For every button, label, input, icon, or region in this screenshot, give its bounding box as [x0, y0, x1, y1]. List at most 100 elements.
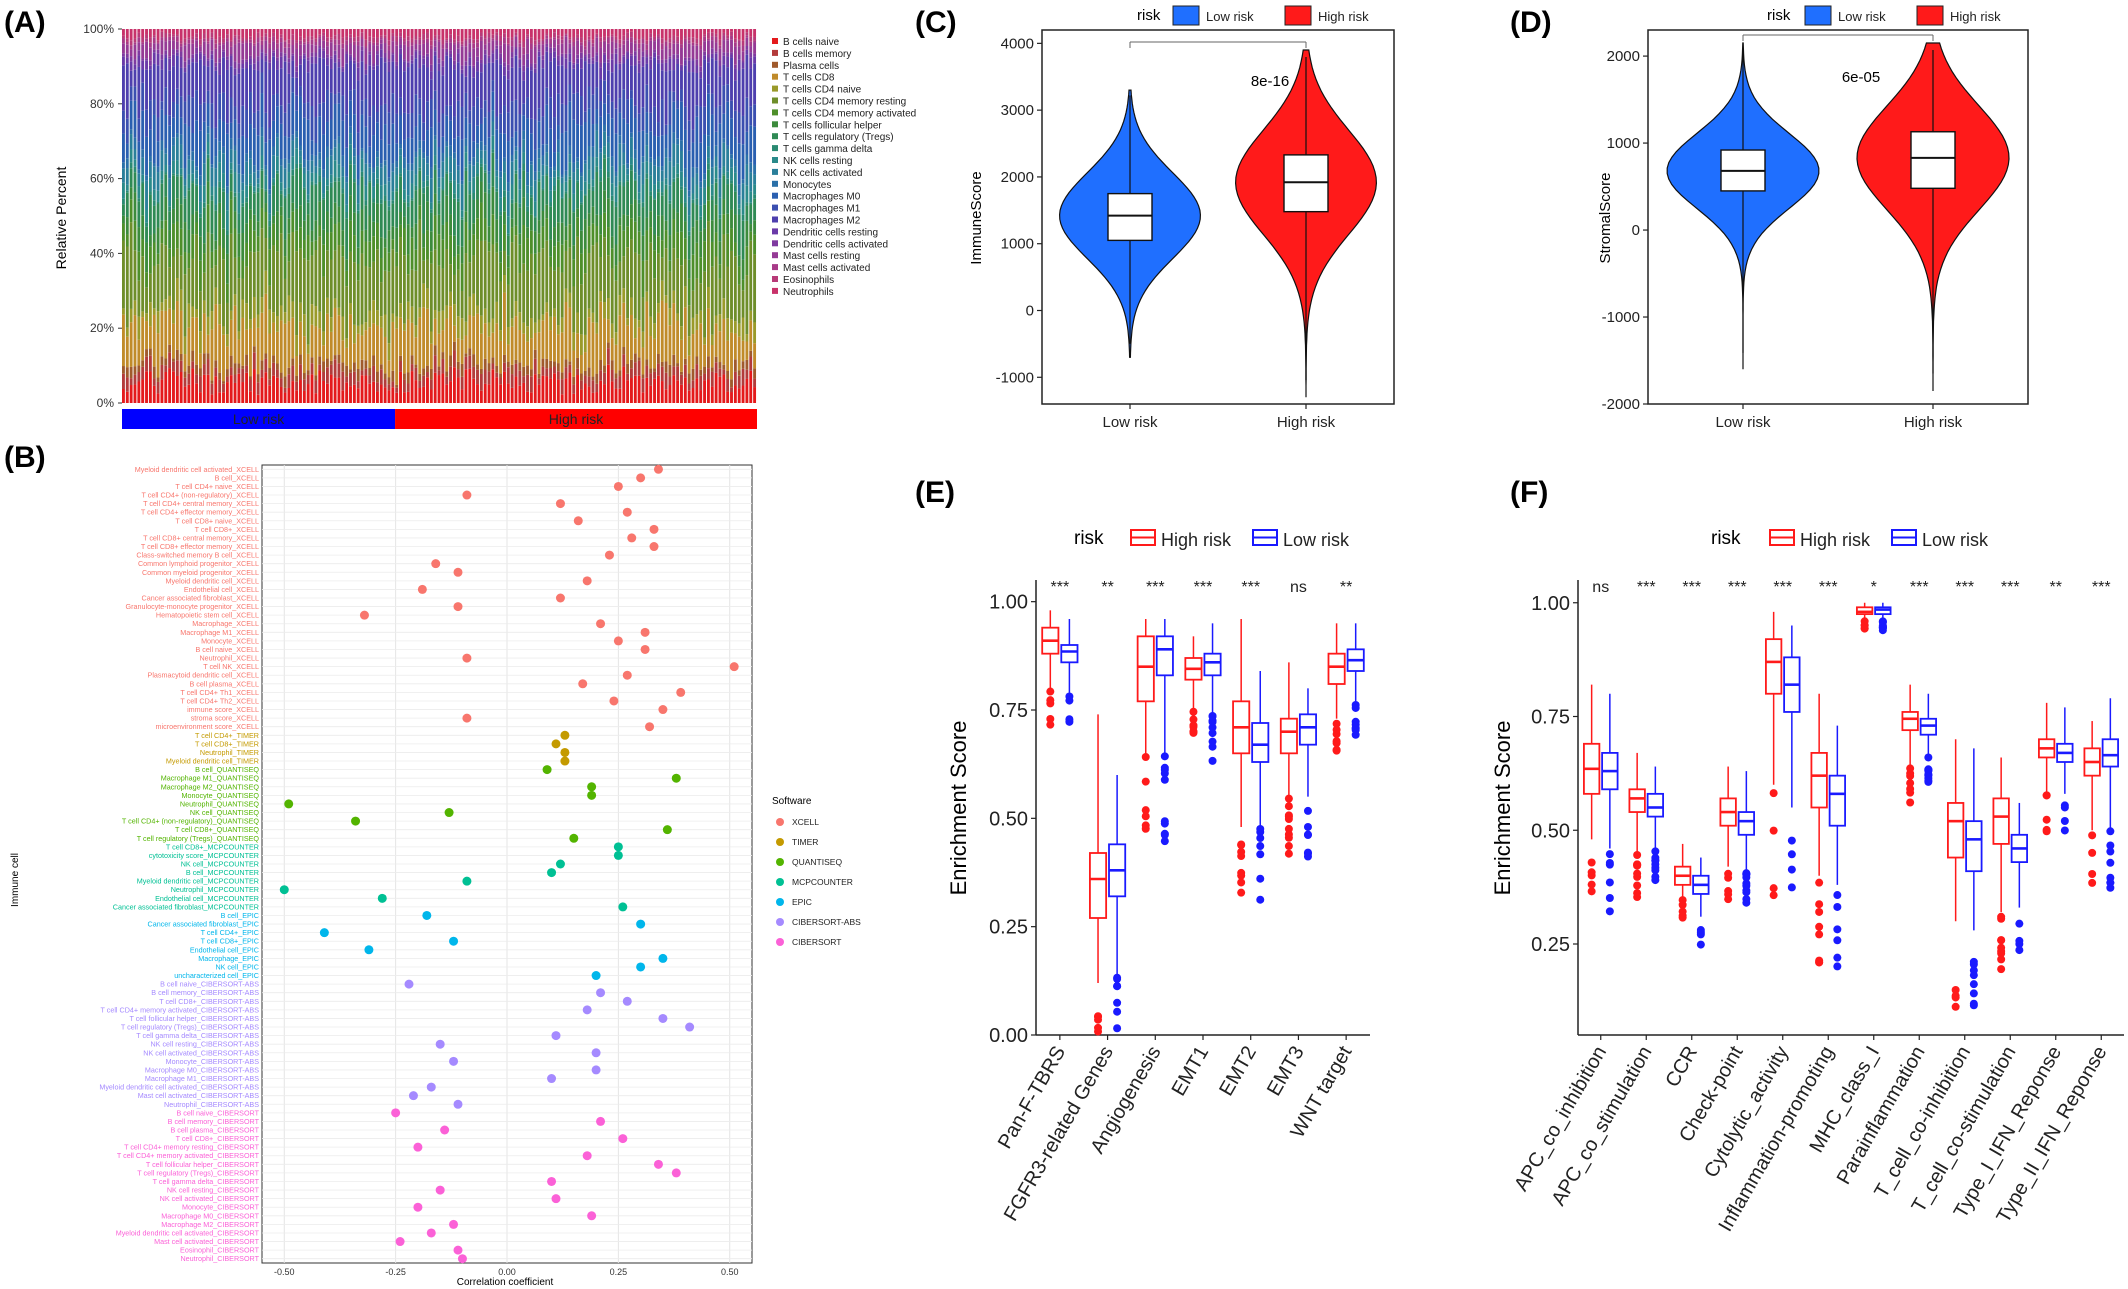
panel-a-bar-segment	[310, 106, 314, 141]
panel-a-bar-segment	[426, 56, 429, 68]
box-body	[1136, 635, 1155, 703]
panel-a-bar-segment	[345, 365, 349, 377]
panel-a-bar-segment	[272, 375, 275, 403]
panel-b-point	[613, 850, 623, 860]
panel-a-bar-segment	[618, 315, 622, 371]
panel-a-bar-segment	[479, 373, 483, 391]
panel-a-bar-segment	[218, 45, 222, 59]
violin-xtick-label: Low risk	[1102, 414, 1158, 431]
panel-a-bar-segment	[206, 66, 210, 91]
panel-a-bar-segment	[641, 56, 645, 67]
panel-a-bar-segment	[591, 190, 595, 207]
panel-a-bar-segment	[229, 66, 233, 98]
box-outlier	[1633, 861, 1642, 870]
panel-a-bar-segment	[410, 170, 414, 184]
panel-b-ytick-label: cytotoxicity score_MCPCOUNTER	[149, 851, 259, 860]
panel-a-bar-segment	[310, 44, 314, 53]
panel-a-bar-segment	[141, 110, 145, 150]
panel-a-bar-segment	[452, 138, 456, 153]
box-outlier	[2015, 919, 2024, 928]
panel-a-bar-segment	[737, 59, 741, 71]
panel-a-bar-segment	[733, 38, 737, 43]
panel-a-bar-segment	[125, 168, 129, 185]
panel-a-bar-segment	[214, 168, 218, 187]
panel-a-bar-segment	[291, 175, 295, 203]
box-outlier	[1046, 715, 1055, 724]
panel-a-bar-segment	[368, 175, 372, 181]
panel-a-bar-segment	[318, 45, 322, 49]
panel-a-bar-segment	[275, 39, 279, 44]
box-significance: ***	[1146, 579, 1165, 596]
panel-a-bar-segment	[402, 216, 406, 229]
panel-a-bar-segment	[299, 354, 302, 365]
panel-a-bar-segment	[275, 211, 279, 241]
panel-a-bar-segment	[595, 130, 599, 158]
panel-a-bar-segment	[314, 380, 318, 394]
panel-a-bar-segment	[529, 133, 533, 162]
panel-a-bar-segment	[656, 156, 660, 167]
panel-a-bar-segment	[660, 215, 664, 241]
panel-a-bar-segment	[252, 29, 256, 40]
panel-a-bar-segment	[649, 157, 653, 163]
panel-a-bar-segment	[599, 101, 603, 117]
panel-a-bar-segment	[268, 194, 272, 214]
panel-a-bar-segment	[579, 334, 583, 356]
panel-a-bar-segment	[737, 255, 741, 267]
box-significance: ***	[1955, 579, 1974, 596]
panel-a-bar-segment	[379, 327, 383, 365]
panel-b-ytick-label: Class-switched memory B cell_XCELL	[136, 551, 259, 560]
panel-a-bar-segment	[210, 268, 214, 312]
panel-a-bar-segment	[741, 368, 745, 386]
panel-a-legend-key	[772, 73, 778, 80]
panel-a-bar-segment	[710, 345, 714, 368]
panel-a-bar-segment	[476, 71, 479, 98]
panel-b-point	[555, 859, 565, 869]
box-outlier	[1605, 878, 1614, 887]
panel-a-bar-segment	[352, 156, 356, 165]
panel-a-bar-segment	[637, 203, 641, 217]
panel-a-legend-label: Monocytes	[783, 180, 831, 191]
panel-a-bar-segment	[483, 308, 487, 324]
panel-a-bar-segment	[687, 196, 691, 216]
panel-a-bar-segment	[391, 33, 395, 37]
panel-a-bar-segment	[233, 196, 237, 212]
panel-a-bar-segment	[341, 340, 345, 363]
panel-a-bar-segment	[537, 332, 541, 374]
panel-a-ylabel: Relative Percent	[53, 167, 69, 270]
panel-a-bar-segment	[218, 181, 222, 188]
panel-a-bar-segment	[664, 148, 668, 158]
panel-b-ytick-label: Eosinophil_CIBERSORT	[180, 1246, 260, 1255]
panel-a-bar-segment	[556, 241, 560, 267]
panel-b-xtick-label: 0.50	[721, 1267, 739, 1277]
panel-a-bar-segment	[268, 43, 272, 49]
panel-a-bar-segment	[229, 40, 233, 43]
box-outlier	[1160, 830, 1169, 839]
panel-a-bar-segment	[395, 113, 399, 144]
panel-a-bar-segment	[649, 191, 653, 196]
panel-a-bar-segment	[553, 37, 556, 40]
panel-a-bar-segment	[476, 384, 479, 403]
panel-a-bar-segment	[510, 218, 514, 228]
panel-f-boxplot: Enrichment Score risk 0.250.500.751.00ns…	[1490, 528, 2124, 1235]
panel-a-bar-segment	[491, 149, 495, 153]
panel-a-bar-segment	[506, 233, 510, 236]
panel-a-bar-segment	[214, 48, 218, 63]
panel-a-bar-segment	[418, 54, 422, 69]
panel-a-bar-segment	[256, 56, 260, 62]
panel-a-bar-segment	[522, 130, 526, 140]
panel-a-bar-segment	[152, 99, 156, 115]
panel-a-bar-segment	[156, 172, 160, 191]
panel-a-bar-segment	[387, 61, 391, 73]
panel-a-bar-segment	[499, 281, 503, 331]
panel-a-bar-segment	[160, 150, 164, 171]
box-outlier	[1141, 812, 1150, 821]
panel-a-bar-segment	[337, 143, 341, 165]
panel-a-bar-segment	[660, 99, 664, 136]
panel-a-bar-segment	[364, 152, 368, 164]
panel-a-bar-segment	[433, 38, 437, 41]
panel-a-bar-segment	[572, 172, 576, 194]
panel-a-bar-segment	[641, 297, 645, 332]
panel-a-bar-segment	[460, 363, 464, 377]
panel-b-xtick-label: 0.25	[610, 1267, 628, 1277]
panel-a-bar-segment	[503, 292, 506, 355]
